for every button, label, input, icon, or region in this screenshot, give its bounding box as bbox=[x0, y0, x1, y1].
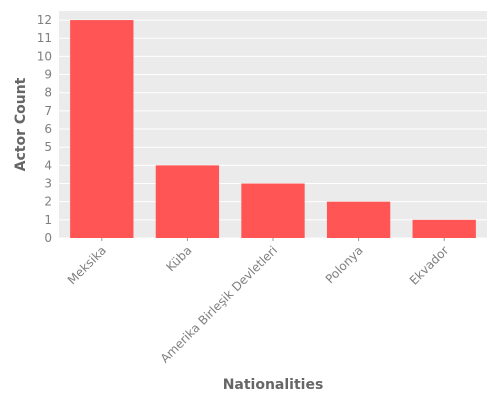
y-tick-label: 10 bbox=[37, 49, 52, 63]
bars bbox=[70, 20, 476, 238]
x-tick-label: Polonya bbox=[323, 243, 366, 286]
y-tick-label: 8 bbox=[44, 86, 52, 100]
y-tick-label: 4 bbox=[44, 158, 52, 172]
x-axis-title: Nationalities bbox=[223, 377, 324, 393]
bar bbox=[326, 201, 391, 238]
y-tick-label: 9 bbox=[44, 68, 52, 82]
y-tick-label: 3 bbox=[44, 177, 52, 191]
y-tick-label: 12 bbox=[37, 13, 52, 27]
bar bbox=[412, 219, 476, 238]
x-tick-label: Meksika bbox=[65, 243, 109, 287]
y-axis-title: Actor Count bbox=[13, 77, 29, 171]
y-tick-label: 1 bbox=[44, 213, 52, 227]
y-tick-label: 2 bbox=[44, 195, 52, 209]
y-tick-label: 7 bbox=[44, 104, 52, 118]
y-tick-label: 11 bbox=[37, 31, 52, 45]
bar bbox=[70, 20, 134, 238]
x-tick-label: Küba bbox=[164, 243, 195, 274]
y-tick-label: 5 bbox=[44, 140, 52, 154]
x-tick-label: Ekvador bbox=[407, 243, 452, 288]
y-tick-label: 0 bbox=[44, 231, 52, 245]
y-tick-label: 6 bbox=[44, 122, 52, 136]
bar bbox=[241, 183, 305, 238]
bar bbox=[155, 165, 220, 238]
